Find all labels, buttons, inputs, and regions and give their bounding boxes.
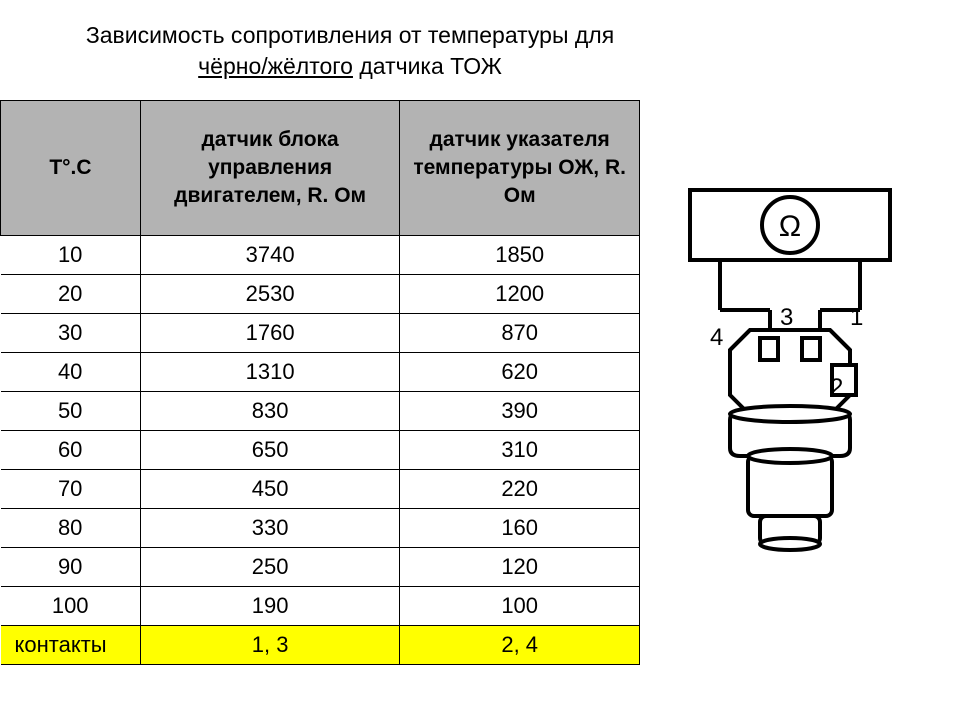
cell-ecu: 250 bbox=[140, 548, 399, 587]
title-underlined: чёрно/жёлтого bbox=[198, 53, 353, 79]
contacts-row: контакты 1, 3 2, 4 bbox=[1, 626, 640, 665]
cell-temp: 90 bbox=[1, 548, 141, 587]
table-row: 70 450 220 bbox=[1, 470, 640, 509]
table-row: 40 1310 620 bbox=[1, 353, 640, 392]
title-rest: датчика ТОЖ bbox=[353, 53, 502, 79]
contacts-label: контакты bbox=[1, 626, 141, 665]
cell-gauge: 160 bbox=[400, 509, 640, 548]
cell-ecu: 3740 bbox=[140, 236, 399, 275]
pin-label-3: 3 bbox=[780, 304, 793, 331]
table-row: 60 650 310 bbox=[1, 431, 640, 470]
table-row: 80 330 160 bbox=[1, 509, 640, 548]
cell-ecu: 650 bbox=[140, 431, 399, 470]
cell-gauge: 310 bbox=[400, 431, 640, 470]
cell-temp: 30 bbox=[1, 314, 141, 353]
resistance-table: T°.C датчик блока управления двигателем,… bbox=[0, 100, 640, 665]
cell-ecu: 2530 bbox=[140, 275, 399, 314]
cell-gauge: 870 bbox=[400, 314, 640, 353]
cell-gauge: 100 bbox=[400, 587, 640, 626]
pin-label-1: 1 bbox=[850, 304, 863, 331]
ohm-symbol: Ω bbox=[779, 210, 801, 243]
cell-temp: 70 bbox=[1, 470, 141, 509]
title-line1: Зависимость сопротивления от температуры… bbox=[86, 22, 614, 48]
sensor-body-icon bbox=[730, 406, 850, 550]
cell-temp: 50 bbox=[1, 392, 141, 431]
pin-label-2: 2 bbox=[830, 374, 843, 401]
cell-gauge: 1850 bbox=[400, 236, 640, 275]
contacts-gauge: 2, 4 bbox=[400, 626, 640, 665]
cell-ecu: 330 bbox=[140, 509, 399, 548]
col-header-gauge: датчик указателя температуры ОЖ, R. Ом bbox=[400, 101, 640, 236]
pin-label-4: 4 bbox=[710, 324, 723, 351]
col-header-temp: T°.C bbox=[1, 101, 141, 236]
cell-temp: 100 bbox=[1, 587, 141, 626]
cell-gauge: 1200 bbox=[400, 275, 640, 314]
cell-temp: 60 bbox=[1, 431, 141, 470]
sensor-diagram: Ω 1 2 bbox=[660, 180, 940, 560]
cell-gauge: 120 bbox=[400, 548, 640, 587]
table-row: 10 3740 1850 bbox=[1, 236, 640, 275]
cell-ecu: 450 bbox=[140, 470, 399, 509]
cell-gauge: 220 bbox=[400, 470, 640, 509]
contacts-ecu: 1, 3 bbox=[140, 626, 399, 665]
page-title: Зависимость сопротивления от температуры… bbox=[60, 20, 640, 82]
cell-temp: 80 bbox=[1, 509, 141, 548]
cell-temp: 10 bbox=[1, 236, 141, 275]
col-header-ecu: датчик блока управления двигателем, R. О… bbox=[140, 101, 399, 236]
table-row: 20 2530 1200 bbox=[1, 275, 640, 314]
connector-icon bbox=[730, 330, 856, 415]
table-row: 100 190 100 bbox=[1, 587, 640, 626]
cell-gauge: 390 bbox=[400, 392, 640, 431]
table-row: 30 1760 870 bbox=[1, 314, 640, 353]
cell-ecu: 1760 bbox=[140, 314, 399, 353]
cell-temp: 40 bbox=[1, 353, 141, 392]
cell-ecu: 1310 bbox=[140, 353, 399, 392]
table-body: 10 3740 1850 20 2530 1200 30 1760 870 40… bbox=[1, 236, 640, 665]
table-row: 90 250 120 bbox=[1, 548, 640, 587]
table-header-row: T°.C датчик блока управления двигателем,… bbox=[1, 101, 640, 236]
table-row: 50 830 390 bbox=[1, 392, 640, 431]
cell-gauge: 620 bbox=[400, 353, 640, 392]
cell-temp: 20 bbox=[1, 275, 141, 314]
cell-ecu: 190 bbox=[140, 587, 399, 626]
cell-ecu: 830 bbox=[140, 392, 399, 431]
